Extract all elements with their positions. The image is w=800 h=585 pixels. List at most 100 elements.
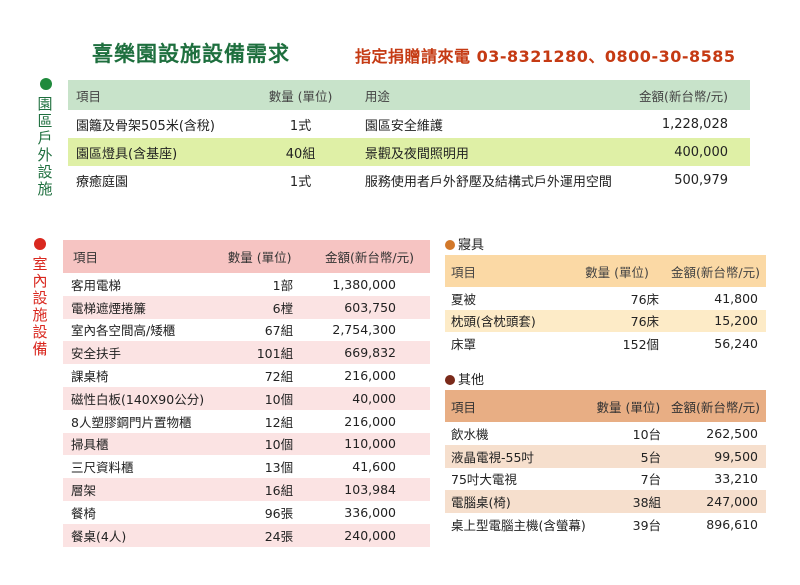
item-quantity: 1式 [289, 118, 312, 134]
table-row: 8人塑膠鋼門片置物櫃 12組 216,000 [63, 409, 430, 433]
item-name: 餐桌(4人) [63, 523, 209, 547]
table-row: 園籬及骨架505米(含稅) 1式 園區安全維護 1,228,028 [68, 110, 750, 138]
bedding-label: 寢具 [458, 238, 485, 253]
table-row: 掃具櫃 10個 110,000 [63, 432, 430, 456]
item-name: 飲水機 [451, 426, 489, 442]
item-quantity: 40組 [244, 138, 357, 166]
table-header-row: 項目 數量 (單位) 金額(新台幣/元) [445, 390, 766, 422]
item-amount: 1,380,000 [311, 273, 430, 296]
item-amount: 336,000 [311, 500, 430, 524]
item-quantity: 101組 [208, 341, 312, 365]
outdoor-bullet-icon [40, 78, 52, 90]
indoor-bullet-icon [34, 238, 46, 250]
outdoor-label-text: 園區戶外設施 [37, 95, 53, 198]
header-amount: 金額(新台幣/元) [615, 80, 750, 110]
item-name: 安全扶手 [63, 341, 209, 365]
table-row: 液晶電視-55吋 5台 99,500 [445, 444, 766, 468]
item-quantity: 7台 [640, 472, 662, 488]
header-quantity: 數量 (單位) [208, 240, 312, 273]
table-row: 餐桌(4人) 24張 240,000 [63, 523, 430, 547]
donation-contact: 指定捐贈請來電 03-8321280、0800-30-8585 [355, 47, 736, 66]
item-quantity: 10個 [208, 432, 312, 456]
header-amount: 金額(新台幣/元) [311, 240, 430, 273]
item-purpose: 園區安全維護 [364, 118, 443, 134]
other-label: 其他 [458, 373, 485, 388]
item-amount: 247,000 [667, 490, 766, 514]
item-amount: 400,000 [615, 138, 750, 166]
table-header-row: 項目 數量 (單位) 用途 金額(新台幣/元) [68, 80, 750, 110]
item-amount: 40,000 [311, 386, 430, 410]
item-name: 室內各空間高/矮櫃 [63, 318, 209, 342]
item-quantity: 76床 [567, 309, 668, 332]
item-amount: 603,750 [311, 295, 430, 319]
item-quantity: 6樘 [208, 295, 312, 319]
header-quantity: 數量 (單位) [244, 80, 357, 110]
table-row: 安全扶手 101組 669,832 [63, 341, 430, 365]
item-name: 電腦桌(椅) [445, 490, 590, 514]
item-name: 療癒庭園 [76, 174, 129, 190]
item-quantity: 67組 [208, 318, 312, 342]
item-amount: 110,000 [311, 432, 430, 456]
item-quantity: 152個 [622, 336, 660, 352]
table-row: 75吋大電視 7台 33,210 [445, 468, 766, 491]
item-quantity: 5台 [589, 444, 668, 468]
item-amount: 103,984 [311, 478, 430, 501]
item-quantity: 72組 [208, 364, 312, 387]
item-name: 掃具櫃 [63, 432, 209, 456]
item-amount: 56,240 [714, 335, 758, 351]
table-row: 桌上型電腦主機(含螢幕) 39台 896,610 [445, 513, 766, 536]
item-amount: 216,000 [311, 409, 430, 433]
item-name: 園籬及骨架505米(含稅) [76, 118, 215, 134]
header-item: 項目 [445, 255, 568, 287]
item-quantity: 24張 [208, 523, 312, 547]
item-quantity: 16組 [208, 478, 312, 501]
table-row: 磁性白板(140X90公分) 10個 40,000 [63, 386, 430, 410]
item-name: 課桌椅 [63, 364, 209, 387]
other-table: 項目 數量 (單位) 金額(新台幣/元) 飲水機 10台 262,500 液晶電視-… [445, 390, 766, 536]
item-quantity: 10台 [632, 426, 662, 442]
outdoor-table: 項目 數量 (單位) 用途 金額(新台幣/元) 園籬及骨架505米(含稅) 1式… [68, 80, 750, 194]
header-item: 項目 [445, 390, 590, 422]
item-amount: 669,832 [311, 341, 430, 365]
bedding-bullet-icon [445, 240, 455, 250]
table-header-row: 項目 數量 (單位) 金額(新台幣/元) [63, 240, 430, 273]
item-name: 餐椅 [63, 500, 209, 524]
header-amount: 金額(新台幣/元) [667, 255, 766, 287]
table-row: 飲水機 10台 262,500 [445, 422, 766, 445]
table-row: 客用電梯 1部 1,380,000 [63, 273, 430, 296]
item-amount: 41,600 [311, 455, 430, 479]
table-row: 室內各空間高/矮櫃 67組 2,754,300 [63, 318, 430, 342]
item-name: 三尺資料櫃 [63, 455, 209, 479]
item-amount: 216,000 [311, 364, 430, 387]
other-section-heading: 其他 [445, 369, 484, 388]
header-item: 項目 [63, 240, 209, 273]
bedding-table: 項目 數量 (單位) 金額(新台幣/元) 夏被 76床 41,800 枕頭(含枕頭套… [445, 255, 766, 355]
table-row: 層架 16組 103,984 [63, 478, 430, 501]
item-amount: 33,210 [714, 471, 758, 487]
item-name: 床罩 [451, 336, 477, 352]
item-amount: 2,754,300 [311, 318, 430, 342]
item-name: 夏被 [451, 291, 477, 307]
indoor-label-text: 室內設施設備 [32, 255, 48, 358]
table-row: 電梯遮煙捲簾 6樘 603,750 [63, 295, 430, 319]
item-amount: 262,500 [706, 425, 758, 441]
header-amount: 金額(新台幣/元) [667, 390, 766, 422]
item-amount: 500,979 [674, 172, 728, 188]
table-row: 床罩 152個 56,240 [445, 332, 766, 355]
table-row: 餐椅 96張 336,000 [63, 500, 430, 524]
header-purpose: 用途 [356, 80, 616, 110]
item-quantity: 1式 [289, 174, 312, 190]
table-row: 園區燈具(含基座) 40組 景觀及夜間照明用 400,000 [68, 138, 750, 166]
item-amount: 1,228,028 [661, 116, 728, 132]
indoor-section-label: 室內設施設備 [32, 256, 50, 358]
item-name: 枕頭(含枕頭套) [445, 309, 568, 332]
item-amount: 41,800 [714, 290, 758, 306]
item-name: 電梯遮煙捲簾 [63, 295, 209, 319]
item-name: 8人塑膠鋼門片置物櫃 [63, 409, 209, 433]
item-quantity: 96張 [208, 500, 312, 524]
indoor-table: 項目 數量 (單位) 金額(新台幣/元) 客用電梯 1部 1,380,000 電梯遮… [63, 240, 430, 547]
table-header-row: 項目 數量 (單位) 金額(新台幣/元) [445, 255, 766, 287]
header-item: 項目 [68, 80, 245, 110]
item-quantity: 10個 [208, 386, 312, 410]
item-quantity: 1部 [208, 273, 312, 296]
